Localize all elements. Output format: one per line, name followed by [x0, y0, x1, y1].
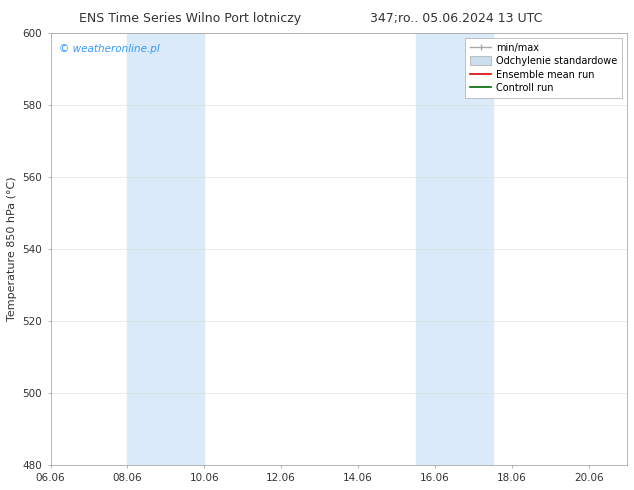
Text: 347;ro.. 05.06.2024 13 UTC: 347;ro.. 05.06.2024 13 UTC	[370, 12, 543, 25]
Text: © weatheronline.pl: © weatheronline.pl	[59, 44, 160, 54]
Bar	[416, 33, 493, 465]
Text: ENS Time Series Wilno Port lotniczy: ENS Time Series Wilno Port lotniczy	[79, 12, 301, 25]
Legend: min/max, Odchylenie standardowe, Ensemble mean run, Controll run: min/max, Odchylenie standardowe, Ensembl…	[465, 38, 622, 98]
Y-axis label: Temperature 850 hPa (°C): Temperature 850 hPa (°C)	[7, 176, 17, 321]
Bar	[127, 33, 204, 465]
